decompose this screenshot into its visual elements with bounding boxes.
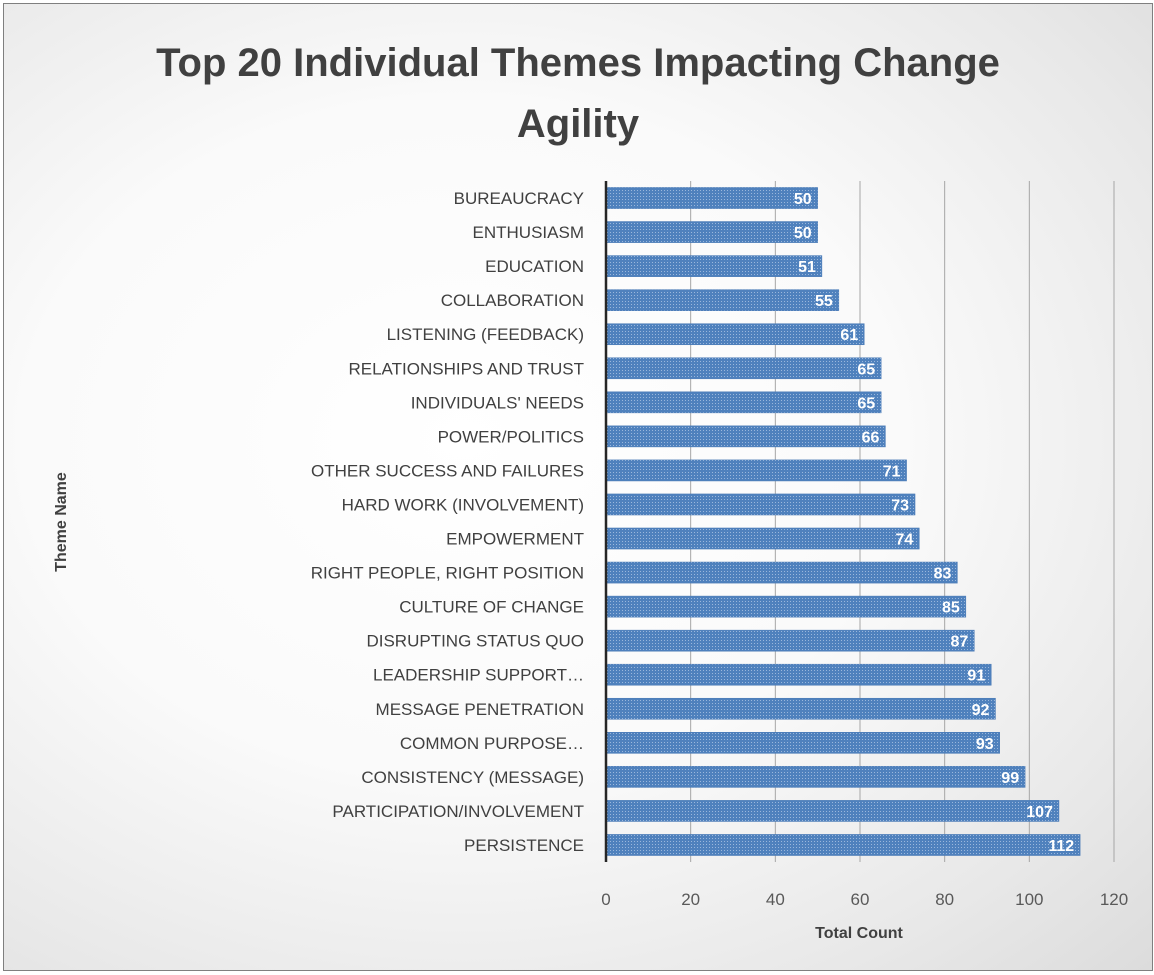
chart-area: Top 20 Individual Themes Impacting Chang… [3, 3, 1153, 971]
data-label: 99 [1001, 770, 1019, 787]
bar [605, 766, 1026, 788]
x-tick-label: 40 [766, 890, 785, 909]
bar [605, 221, 818, 243]
category-label: MESSAGE PENETRATION [376, 700, 584, 719]
category-label: ENTHUSIASM [473, 223, 584, 242]
bar-chart: Top 20 Individual Themes Impacting Chang… [53, 41, 1128, 942]
data-label: 112 [1048, 838, 1074, 855]
category-label: RIGHT PEOPLE, RIGHT POSITION [311, 564, 584, 583]
x-tick-label: 0 [601, 890, 610, 909]
data-label: 65 [857, 361, 875, 378]
category-label: PERSISTENCE [464, 836, 584, 855]
data-label: 50 [794, 191, 812, 208]
x-tick-label: 120 [1100, 890, 1128, 909]
bar [605, 834, 1081, 856]
data-label: 92 [972, 702, 990, 719]
category-label: POWER/POLITICS [438, 427, 584, 446]
bar [605, 595, 967, 618]
bar [605, 629, 975, 652]
bar [605, 527, 920, 550]
category-label: BUREAUCRACY [454, 189, 584, 208]
gridlines [690, 181, 1115, 862]
category-label: COMMON PURPOSE… [400, 734, 584, 753]
bar [605, 493, 916, 516]
bar [605, 459, 907, 482]
data-label: 55 [815, 293, 833, 310]
bar [605, 800, 1060, 822]
bar [605, 255, 823, 277]
data-label: 107 [1026, 804, 1053, 821]
data-label: 51 [798, 259, 816, 276]
x-tick-label: 20 [681, 890, 700, 909]
category-label: EDUCATION [485, 257, 584, 276]
chart-title-line-1: Top 20 Individual Themes Impacting Chang… [156, 41, 1000, 85]
data-label: 83 [934, 566, 952, 583]
data-label: 50 [794, 225, 812, 242]
data-label: 65 [857, 395, 875, 412]
bar [605, 357, 882, 380]
chart-title-line-2: Agility [517, 102, 640, 146]
category-label: RELATIONSHIPS AND TRUST [348, 359, 584, 378]
category-label: CULTURE OF CHANGE [399, 598, 584, 617]
x-tick-label: 60 [851, 890, 870, 909]
data-label: 91 [967, 668, 985, 685]
x-tick-label: 80 [935, 890, 954, 909]
category-label: LEADERSHIP SUPPORT… [373, 666, 584, 685]
data-label: 71 [883, 463, 901, 480]
category-label: CONSISTENCY (MESSAGE) [361, 768, 584, 787]
bar [605, 289, 840, 311]
bar [605, 732, 1000, 754]
x-axis-title: Total Count [815, 925, 903, 942]
category-label: COLLABORATION [441, 291, 584, 310]
data-label: 93 [976, 736, 994, 753]
data-label: 85 [942, 600, 960, 617]
data-label: 87 [951, 634, 969, 651]
data-label: 74 [895, 532, 913, 549]
data-label: 73 [891, 497, 909, 514]
x-tick-labels: 0 20 40 60 80 100 120 [601, 890, 1128, 909]
category-label: EMPOWERMENT [446, 530, 584, 549]
bar [605, 561, 958, 584]
bar [605, 187, 818, 209]
category-label: PARTICIPATION/INVOLVEMENT [332, 802, 584, 821]
category-label: OTHER SUCCESS AND FAILURES [311, 461, 584, 480]
category-labels: BUREAUCRACY ENTHUSIASM EDUCATION COLLABORAT… [311, 189, 584, 855]
category-label: INDIVIDUALS' NEEDS [411, 393, 584, 412]
bar [605, 391, 882, 414]
y-axis-title: Theme Name [53, 472, 70, 572]
x-tick-label: 100 [1015, 890, 1043, 909]
bar [605, 697, 996, 720]
data-label: 66 [862, 429, 880, 446]
data-label: 61 [840, 327, 858, 344]
bar [605, 663, 992, 686]
category-label: LISTENING (FEEDBACK) [387, 325, 584, 344]
bar [605, 323, 865, 346]
category-label: DISRUPTING STATUS QUO [366, 632, 584, 651]
bar [605, 425, 886, 448]
category-label: HARD WORK (INVOLVEMENT) [342, 495, 584, 514]
